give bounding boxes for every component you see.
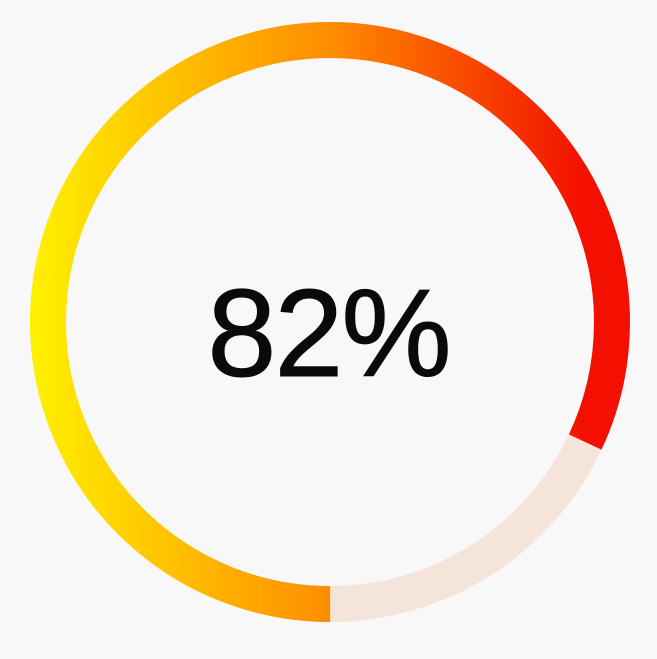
gauge-percent-label: 82%: [207, 265, 452, 403]
gauge-progress-arc: [30, 22, 630, 622]
